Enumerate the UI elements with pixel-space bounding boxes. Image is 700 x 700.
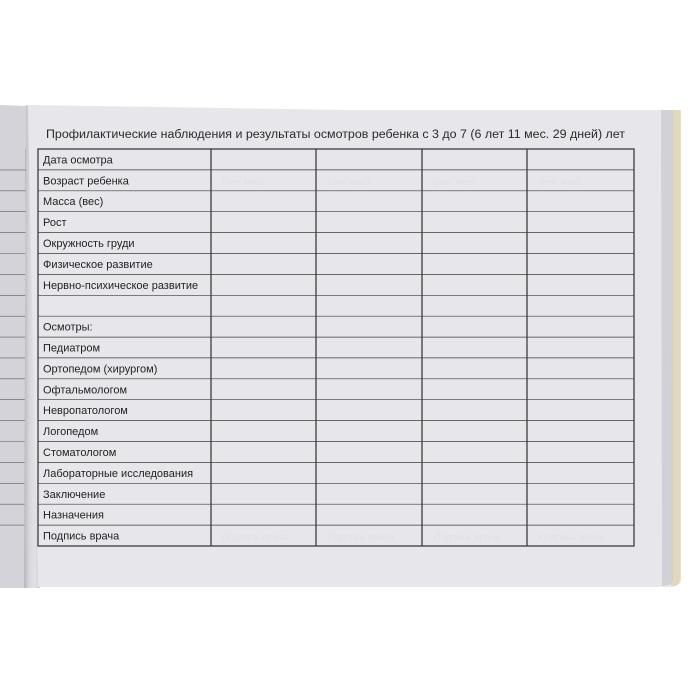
svg-text:Подпись врача: Подпись врача xyxy=(328,532,395,543)
svg-text:Логопедом: Логопедом xyxy=(43,426,98,438)
svg-text:(лет, мес): (лет, мес) xyxy=(539,177,581,188)
svg-text:(лет, мес): (лет, мес) xyxy=(328,177,370,188)
svg-text:Педиатром: Педиатром xyxy=(43,343,100,355)
svg-text:Возраст ребенка: Возраст ребенка xyxy=(43,175,130,187)
svg-text:Подпись врача: Подпись врача xyxy=(539,532,606,543)
svg-text:Дата осмотра: Дата осмотра xyxy=(43,154,114,166)
svg-text:Осмотры:: Осмотры: xyxy=(43,322,93,334)
svg-text:Профилактические наблюдения и: Профилактические наблюдения и результаты… xyxy=(46,129,626,141)
svg-text:Стоматологом: Стоматологом xyxy=(43,447,116,459)
svg-text:Подпись врача: Подпись врача xyxy=(43,531,120,543)
svg-text:Назначения: Назначения xyxy=(43,510,104,522)
svg-text:Подпись врача: Подпись врача xyxy=(434,532,501,543)
svg-text:Подпись врача: Подпись врача xyxy=(222,532,289,543)
svg-text:Физическое развитие: Физическое развитие xyxy=(43,259,153,271)
svg-text:Невропатологом: Невропатологом xyxy=(43,405,128,417)
svg-text:Заключение: Заключение xyxy=(43,489,105,501)
svg-text:Ортопедом (хирургом): Ортопедом (хирургом) xyxy=(43,363,157,375)
svg-text:(лет, мес): (лет, мес) xyxy=(222,177,264,188)
svg-text:Нервно-психическое развитие: Нервно-психическое развитие xyxy=(43,280,198,292)
svg-text:Масса (вес): Масса (вес) xyxy=(43,196,103,208)
svg-text:(лет, мес): (лет, мес) xyxy=(434,177,476,188)
svg-text:Лабораторные исследования: Лабораторные исследования xyxy=(43,468,193,480)
svg-text:Окружность груди: Окружность груди xyxy=(43,238,135,250)
svg-text:Офтальмологом: Офтальмологом xyxy=(43,384,127,396)
svg-text:Рост: Рост xyxy=(43,217,67,229)
